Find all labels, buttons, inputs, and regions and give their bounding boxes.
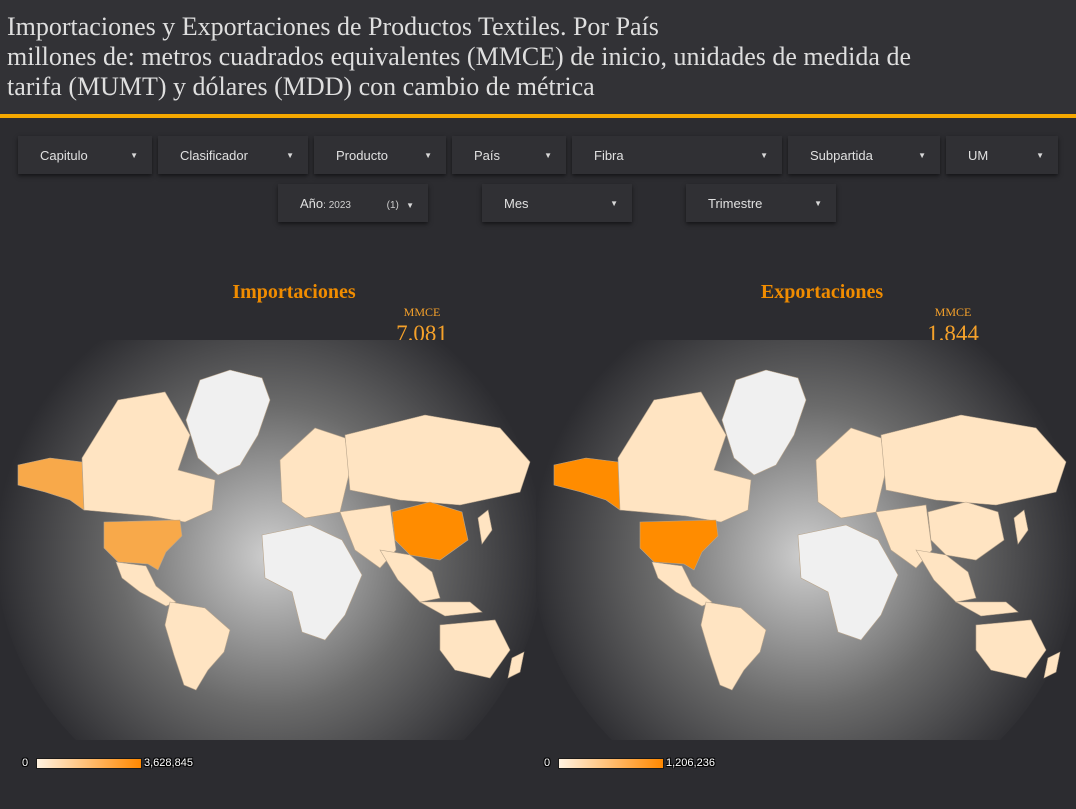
trimestre-filter[interactable]: Trimestre ▼ — [686, 184, 836, 222]
map-region-alaska[interactable] — [553, 457, 621, 511]
pais-filter-label: País — [474, 147, 501, 163]
exports-legend-min: 0 — [544, 757, 551, 769]
exports-metric-label: MMCE — [934, 305, 972, 319]
map-region-indonesia[interactable] — [418, 601, 483, 617]
map-region-new-zealand[interactable] — [507, 651, 525, 679]
capitulo-filter[interactable]: Capitulo ▼ — [18, 136, 152, 174]
map-region-new-zealand[interactable] — [1043, 651, 1061, 679]
map-region-china[interactable] — [927, 501, 1005, 561]
map-region-russia[interactable] — [344, 414, 531, 506]
dashboard-header: Importaciones y Exportaciones de Product… — [0, 0, 1076, 118]
map-region-south-asia[interactable] — [379, 549, 441, 603]
clasificador-filter-label: Clasificador — [180, 147, 248, 163]
map-region-usa[interactable] — [103, 519, 183, 571]
trimestre-filter-label: Trimestre — [708, 195, 763, 211]
map-region-europe[interactable] — [815, 427, 887, 519]
map-region-usa[interactable] — [639, 519, 719, 571]
producto-filter[interactable]: Producto ▼ — [314, 136, 446, 174]
chevron-down-icon: ▼ — [286, 150, 294, 160]
producto-filter-label: Producto — [336, 147, 389, 163]
exports-world-map[interactable] — [536, 340, 1076, 740]
map-region-greenland[interactable] — [721, 369, 807, 476]
capitulo-filter-label: Capitulo — [40, 147, 88, 163]
exports-legend-bar — [558, 758, 664, 769]
subpartida-filter[interactable]: Subpartida ▼ — [788, 136, 940, 174]
anio-filter-label: Año — [300, 195, 324, 211]
clasificador-filter[interactable]: Clasificador ▼ — [158, 136, 308, 174]
mes-filter-label: Mes — [504, 195, 529, 211]
imports-title: Importaciones — [232, 281, 356, 303]
um-filter-label: UM — [968, 147, 989, 163]
um-filter[interactable]: UM ▼ — [946, 136, 1058, 174]
map-region-japan[interactable] — [477, 509, 493, 545]
anio-selected-count: (1) — [386, 199, 399, 211]
chevron-down-icon: ▼ — [1036, 150, 1044, 160]
chevron-down-icon: ▼ — [760, 150, 768, 160]
chevron-down-icon: ▼ — [424, 150, 432, 160]
map-region-greenland[interactable] — [185, 369, 271, 476]
anio-filter-value: : 2023 — [323, 199, 351, 211]
exports-title: Exportaciones — [760, 281, 884, 303]
imports-world-map[interactable] — [0, 340, 540, 740]
mes-filter[interactable]: Mes ▼ — [482, 184, 632, 222]
chevron-down-icon: ▼ — [610, 198, 618, 208]
map-region-south-america[interactable] — [700, 601, 767, 691]
imports-legend-min: 0 — [22, 757, 29, 769]
map-region-africa[interactable] — [797, 524, 899, 641]
anio-filter[interactable]: Año: 2023 (1) ▼ — [278, 184, 428, 222]
imports-legend-bar — [36, 758, 142, 769]
chevron-down-icon: ▼ — [406, 200, 414, 210]
imports-metric-label: MMCE — [403, 305, 441, 319]
map-region-south-america[interactable] — [164, 601, 231, 691]
map-region-alaska[interactable] — [17, 457, 85, 511]
exports-legend-max: 1,206,236 — [666, 757, 715, 769]
imports-legend-max: 3,628,845 — [144, 757, 193, 769]
page-subtitle-line2: tarifa (MUMT) y dólares (MDD) con cambio… — [7, 72, 595, 101]
map-region-indonesia[interactable] — [954, 601, 1019, 617]
chevron-down-icon: ▼ — [918, 150, 926, 160]
fibra-filter-label: Fibra — [594, 147, 624, 163]
map-region-australia[interactable] — [975, 619, 1047, 679]
chevron-down-icon: ▼ — [544, 150, 552, 160]
map-region-russia[interactable] — [880, 414, 1067, 506]
map-region-canada[interactable] — [81, 391, 216, 523]
map-region-africa[interactable] — [261, 524, 363, 641]
map-region-europe[interactable] — [279, 427, 351, 519]
page-title: Importaciones y Exportaciones de Product… — [7, 12, 659, 41]
fibra-filter[interactable]: Fibra ▼ — [572, 136, 782, 174]
anio-filter-meta: (1) ▼ — [387, 196, 414, 211]
page-subtitle-line1: millones de: metros cuadrados equivalent… — [7, 42, 911, 71]
chevron-down-icon: ▼ — [814, 198, 822, 208]
chevron-down-icon: ▼ — [130, 150, 138, 160]
subpartida-filter-label: Subpartida — [810, 147, 873, 163]
map-region-canada[interactable] — [617, 391, 752, 523]
anio-filter-selection: Año: 2023 — [300, 196, 351, 211]
map-region-japan[interactable] — [1013, 509, 1029, 545]
map-region-china[interactable] — [391, 501, 469, 561]
pais-filter[interactable]: País ▼ — [452, 136, 566, 174]
map-region-australia[interactable] — [439, 619, 511, 679]
map-region-south-asia[interactable] — [915, 549, 977, 603]
